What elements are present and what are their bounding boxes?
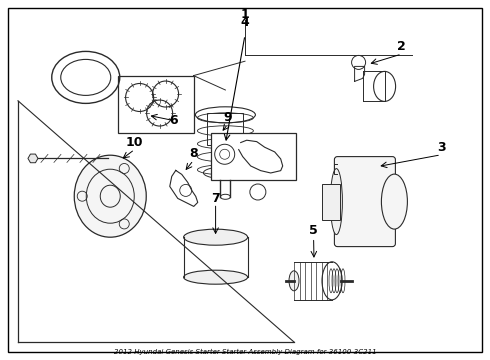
Text: 4: 4 [241, 15, 249, 28]
Text: 1: 1 [241, 8, 249, 21]
Ellipse shape [184, 270, 247, 284]
Bar [211, 133, 296, 180]
Ellipse shape [74, 155, 146, 237]
Text: 5: 5 [309, 224, 318, 237]
Bar [118, 76, 194, 133]
Text: 10: 10 [126, 136, 144, 149]
FancyBboxPatch shape [334, 157, 395, 247]
Ellipse shape [184, 229, 247, 245]
Text: 2: 2 [397, 40, 406, 53]
Text: 8: 8 [189, 147, 198, 159]
Ellipse shape [381, 174, 407, 229]
Bar [322, 184, 341, 220]
Bar [207, 113, 244, 145]
Text: 3: 3 [437, 141, 445, 154]
Text: 9: 9 [223, 111, 232, 123]
Ellipse shape [330, 168, 343, 235]
Text: 6: 6 [170, 114, 178, 127]
Text: 7: 7 [211, 192, 220, 204]
Text: 2012 Hyundai Genesis Starter Starter Assembly Diagram for 36100-3C211: 2012 Hyundai Genesis Starter Starter Ass… [114, 349, 376, 355]
Ellipse shape [289, 271, 299, 291]
